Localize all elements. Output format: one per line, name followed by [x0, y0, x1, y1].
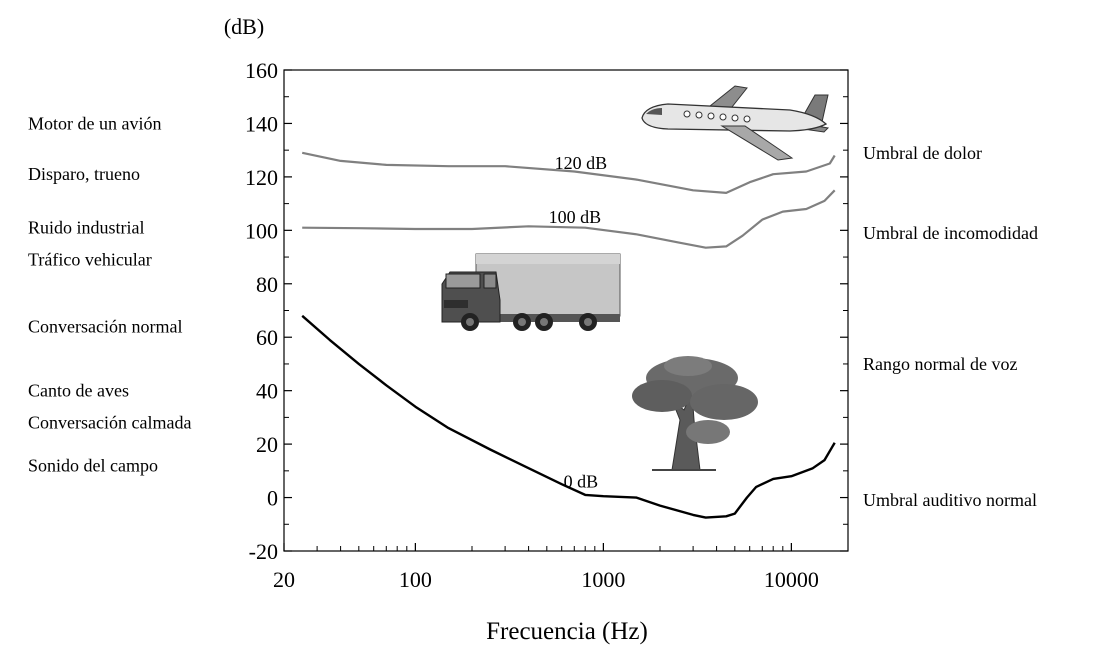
curve-labels: 120 dB 100 dB 0 dB: [549, 153, 608, 491]
y-tick-label: 160: [245, 58, 278, 83]
right-annotation: Rango normal de voz: [863, 354, 1017, 374]
curve-label: 100 dB: [549, 207, 602, 227]
left-annotation: Conversación calmada: [28, 413, 191, 433]
y-axis: -20 0 20 40 60 80 100 120 140 160: [245, 58, 292, 564]
x-axis: 20 100 1000 10000: [273, 543, 849, 592]
left-annotation: Motor de un avión: [28, 113, 161, 133]
y-tick-label: 0: [267, 486, 278, 511]
curve-label: 0 dB: [564, 471, 599, 491]
y-unit-label: (dB): [224, 14, 264, 39]
tree-icon: [632, 356, 758, 471]
right-annotation: Umbral de incomodidad: [863, 223, 1038, 243]
curve-label: 120 dB: [555, 153, 608, 173]
left-annotation: Ruido industrial: [28, 218, 145, 238]
y-tick-label: 20: [256, 432, 278, 457]
series-line: [302, 189, 836, 249]
x-tick-label: 10000: [764, 567, 819, 592]
y-tick-label: 40: [256, 379, 278, 404]
right-annotation: Umbral de dolor: [863, 143, 982, 163]
right-labels: Umbral de dolor Umbral de incomodidad Rang…: [863, 143, 1038, 510]
right-annotation: Umbral auditivo normal: [863, 490, 1037, 510]
airplane-icon: [641, 85, 830, 161]
series-line: [301, 314, 836, 519]
y-tick-label: -20: [249, 539, 278, 564]
series-layer: [301, 151, 836, 519]
series-line: [301, 151, 836, 194]
x-axis-title: Frecuencia (Hz): [486, 618, 648, 645]
x-tick-label: 100: [399, 567, 432, 592]
left-annotation: Sonido del campo: [28, 455, 158, 475]
left-labels: Motor de un avión Disparo, trueno Ruido in…: [28, 113, 191, 475]
left-annotation: Tráfico vehicular: [28, 250, 152, 270]
y-tick-label: 100: [245, 218, 278, 243]
truck-icon: [441, 253, 621, 331]
x-tick-label: 1000: [581, 567, 625, 592]
left-annotation: Conversación normal: [28, 317, 182, 337]
y-tick-label: 120: [245, 165, 278, 190]
left-annotation: Canto de aves: [28, 381, 129, 401]
y-tick-label: 140: [245, 111, 278, 136]
y-tick-label: 60: [256, 325, 278, 350]
y-axis-right: [840, 69, 848, 552]
x-tick-label: 20: [273, 567, 295, 592]
y-tick-label: 80: [256, 272, 278, 297]
left-annotation: Disparo, trueno: [28, 164, 140, 184]
